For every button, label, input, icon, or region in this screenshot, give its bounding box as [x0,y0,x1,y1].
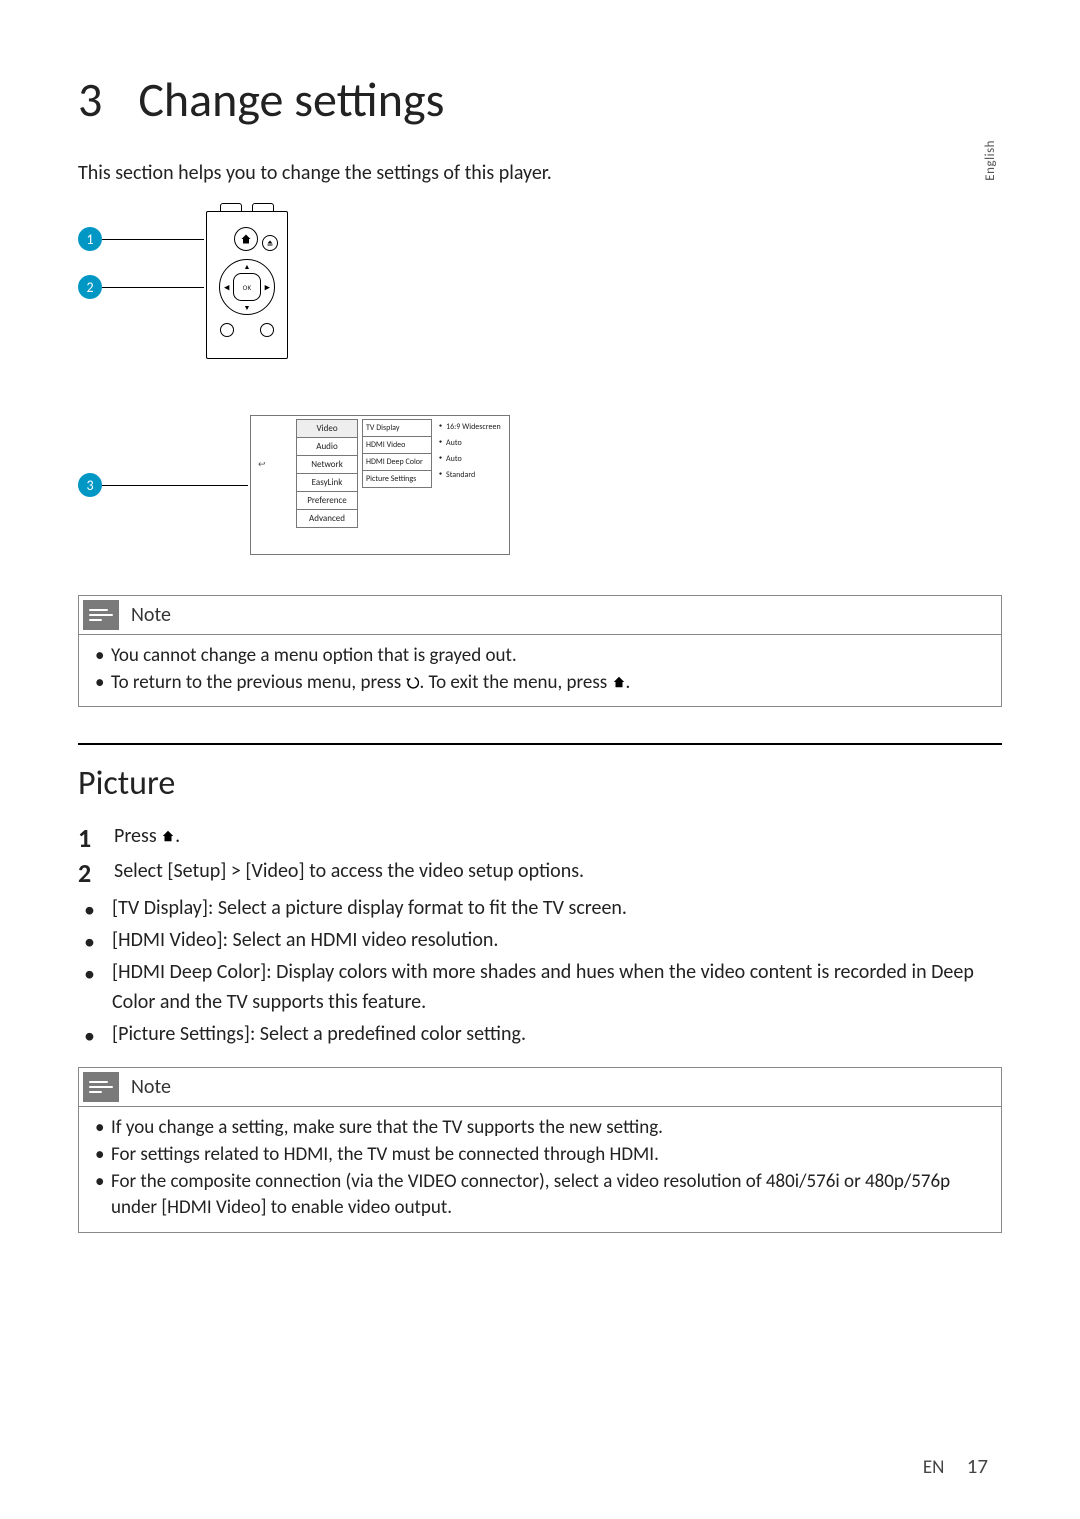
note-item: For the composite connection (via the VI… [93,1169,987,1222]
note-box-1: Note You cannot change a menu option tha… [78,595,1002,707]
step-number: 1 [78,824,96,853]
callout-1: 1 [78,227,102,251]
callout-3: 3 [78,473,102,497]
menu-value-item: Auto [436,435,508,451]
menu-values-column: 16:9 WidescreenAutoAutoStandard [436,419,508,483]
footer-page: 17 [967,1453,988,1479]
menu-left-item: Advanced [297,510,357,527]
menu-option-item: HDMI Video [363,437,431,454]
chapter-number: 3 [78,70,102,129]
note-icon [83,600,119,630]
menu-left-item: Audio [297,438,357,456]
note-item: For settings related to HDMI, the TV mus… [93,1142,987,1169]
step-text: Select [Setup] > [Video] to access the v… [114,859,584,883]
note-header: Note [79,596,1001,634]
note-item: You cannot change a menu option that is … [93,643,987,670]
note-box-2: Note If you change a setting, make sure … [78,1067,1002,1232]
chapter-title: 3 Change settings [78,70,1002,129]
footer: EN 17 [923,1453,988,1479]
setting-bullet: [TV Display]: Select a picture display f… [78,893,1002,923]
note-body: If you change a setting, make sure that … [79,1106,1001,1231]
menu-value-item: Auto [436,451,508,467]
note-header: Note [79,1068,1001,1106]
note-body: You cannot change a menu option that is … [79,634,1001,706]
arrow-right-icon: ▶ [265,283,270,292]
menu-left-item: EasyLink [297,474,357,492]
home-button-icon [234,227,258,251]
ok-button: OK [233,273,261,301]
arrow-down-icon: ▼ [244,303,251,312]
menu-option-item: HDMI Deep Color [363,454,431,471]
menu-option-item: Picture Settings [363,471,431,487]
step-1: 1 Press . [78,824,1002,853]
arrow-left-icon: ◀ [224,283,229,292]
note-item: To return to the previous menu, press . … [93,670,987,697]
menu-left-column: VideoAudioNetworkEasyLinkPreferenceAdvan… [296,419,358,528]
step-text: Press . [114,824,180,848]
back-icon: ↩ [258,459,266,470]
footer-lang: EN [923,1456,945,1479]
step-number: 2 [78,859,96,888]
aux-button-left [220,323,234,337]
setting-bullet: [HDMI Video]: Select an HDMI video resol… [78,925,1002,955]
setting-bullet: [HDMI Deep Color]: Display colors with m… [78,957,1002,1017]
note-item: If you change a setting, make sure that … [93,1115,987,1142]
note-icon [83,1072,119,1102]
callout-line [102,239,204,240]
note-title: Note [131,1075,171,1099]
onscreen-menu-diagram: 3 ↩ VideoAudioNetworkEasyLinkPreferenceA… [78,415,508,559]
menu-value-item: 16:9 Widescreen [436,419,508,435]
callout-line [102,287,204,288]
arrow-up-icon: ▲ [244,262,251,271]
language-tab: English [983,140,998,181]
setting-bullets: [TV Display]: Select a picture display f… [78,893,1002,1049]
step-2: 2 Select [Setup] > [Video] to access the… [78,859,1002,888]
menu-option-item: TV Display [363,420,431,437]
section-title: Picture [78,763,1002,804]
callout-2: 2 [78,275,102,299]
menu-value-item: Standard [436,467,508,483]
menu-left-item: Network [297,456,357,474]
menu-left-item: Preference [297,492,357,510]
menu-left-item: Video [297,420,357,438]
eject-button-icon [262,235,278,251]
chapter-text: Change settings [138,70,444,129]
setting-bullet: [Picture Settings]: Select a predefined … [78,1019,1002,1049]
section-rule [78,743,1002,745]
intro-text: This section helps you to change the set… [78,161,1002,185]
steps-list: 1 Press . 2 Select [Setup] > [Video] to … [78,824,1002,887]
callout-line [102,485,248,486]
remote-diagram: 1 2 ▲ ▼ ◀ ▶ OK [78,209,418,379]
menu-options-column: TV DisplayHDMI VideoHDMI Deep ColorPictu… [362,419,432,488]
note-title: Note [131,603,171,627]
aux-button-right [260,323,274,337]
